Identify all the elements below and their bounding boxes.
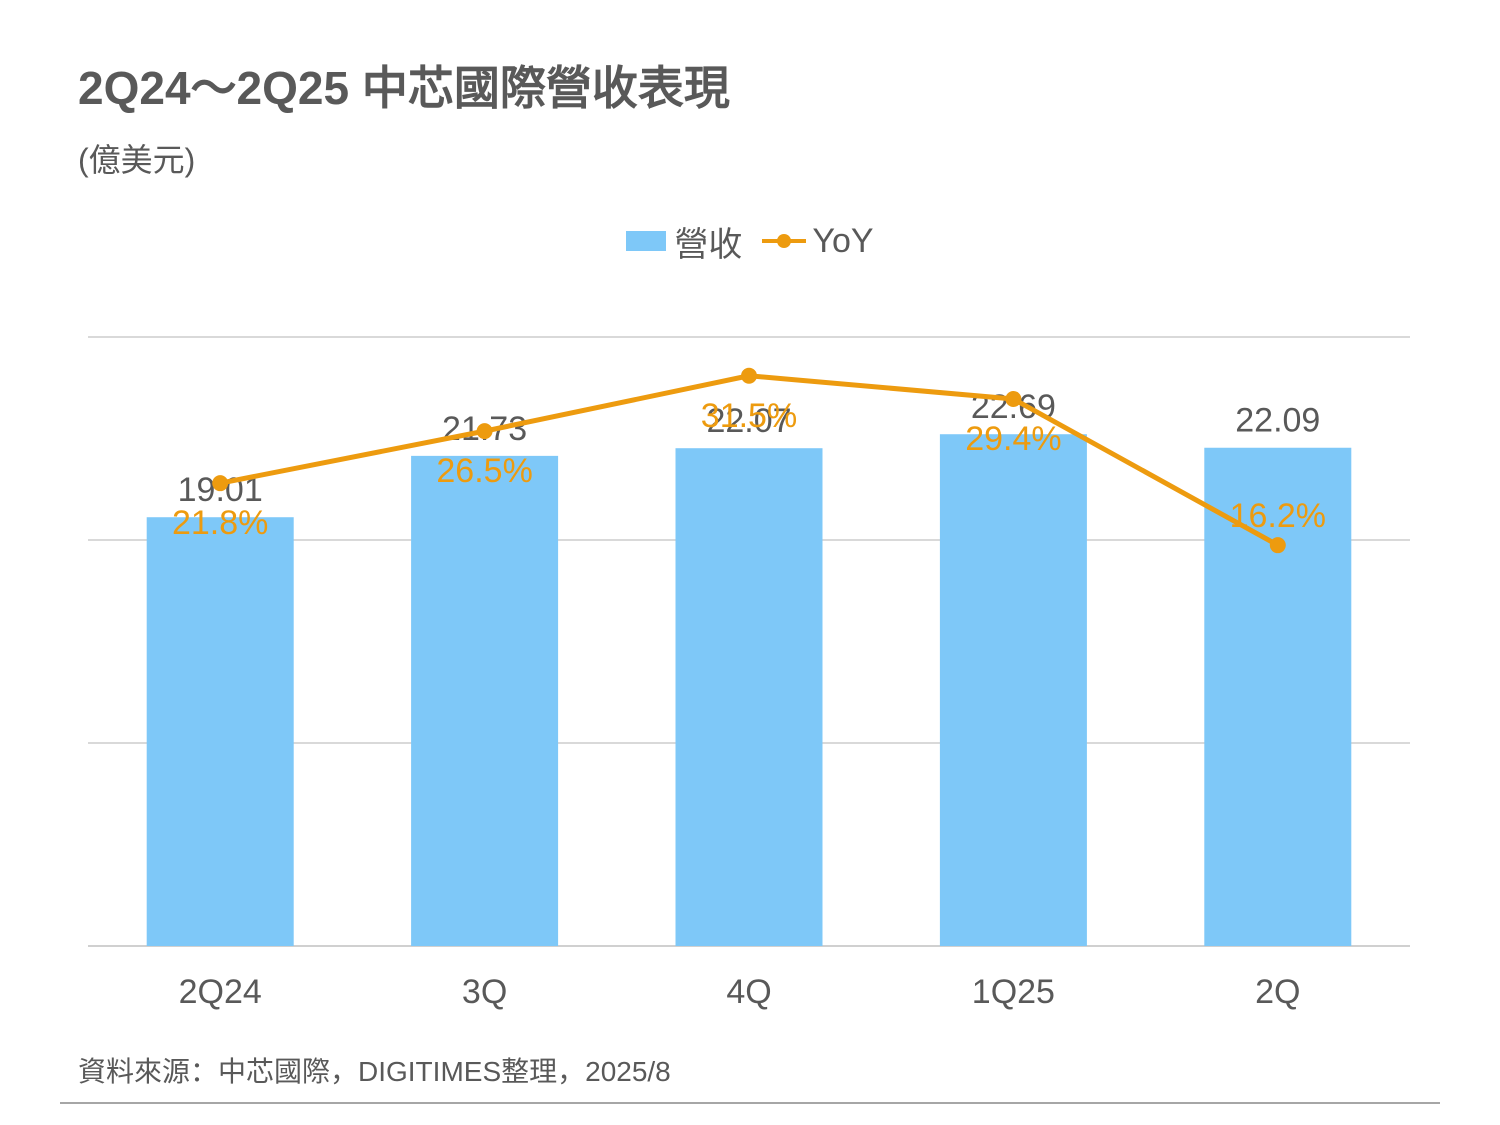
chart-legend: 營收 YoY <box>0 216 1500 266</box>
yoy-point <box>212 475 229 492</box>
x-tick-label: 4Q <box>726 973 771 1011</box>
legend-item-revenue: 營收 <box>626 217 742 266</box>
yoy-data-label: 16.2% <box>1230 497 1326 535</box>
legend-yoy-label: YoY <box>812 221 874 260</box>
yoy-data-label: 26.5% <box>436 452 532 490</box>
revenue-data-label: 22.07 <box>706 402 791 440</box>
chart-title: 2Q24～2Q25 中芯國際營收表現 <box>78 62 730 114</box>
combo-chart: 19.0121.7322.0722.6922.092Q243Q4Q1Q252Q2… <box>88 336 1410 1011</box>
bottom-divider <box>60 1102 1440 1104</box>
yoy-point <box>1269 537 1286 554</box>
revenue-bar <box>146 517 294 946</box>
legend-item-yoy: YoY <box>762 221 874 261</box>
revenue-bar <box>1204 447 1352 946</box>
yoy-data-label: 29.4% <box>965 420 1061 458</box>
chart-unit-subtitle: (億美元) <box>78 142 196 178</box>
legend-bar-swatch <box>626 231 667 251</box>
source-note: 資料來源：中芯國際，DIGITIMES整理，2025/8 <box>78 1056 671 1087</box>
yoy-data-label: 31.5% <box>701 397 797 435</box>
revenue-bar <box>675 448 823 946</box>
legend-revenue-label: 營收 <box>674 225 743 264</box>
x-tick-label: 2Q <box>1255 973 1300 1011</box>
yoy-point <box>1005 391 1022 408</box>
revenue-data-label: 22.09 <box>1235 402 1320 440</box>
yoy-data-label: 21.8% <box>172 504 268 542</box>
x-tick-label: 1Q25 <box>972 973 1055 1011</box>
revenue-bar <box>939 434 1087 946</box>
yoy-point <box>476 423 493 440</box>
x-tick-label: 2Q24 <box>179 973 262 1011</box>
revenue-bar <box>411 455 559 946</box>
yoy-point <box>741 367 757 384</box>
legend-line-swatch <box>762 234 807 248</box>
x-tick-label: 3Q <box>462 973 507 1011</box>
